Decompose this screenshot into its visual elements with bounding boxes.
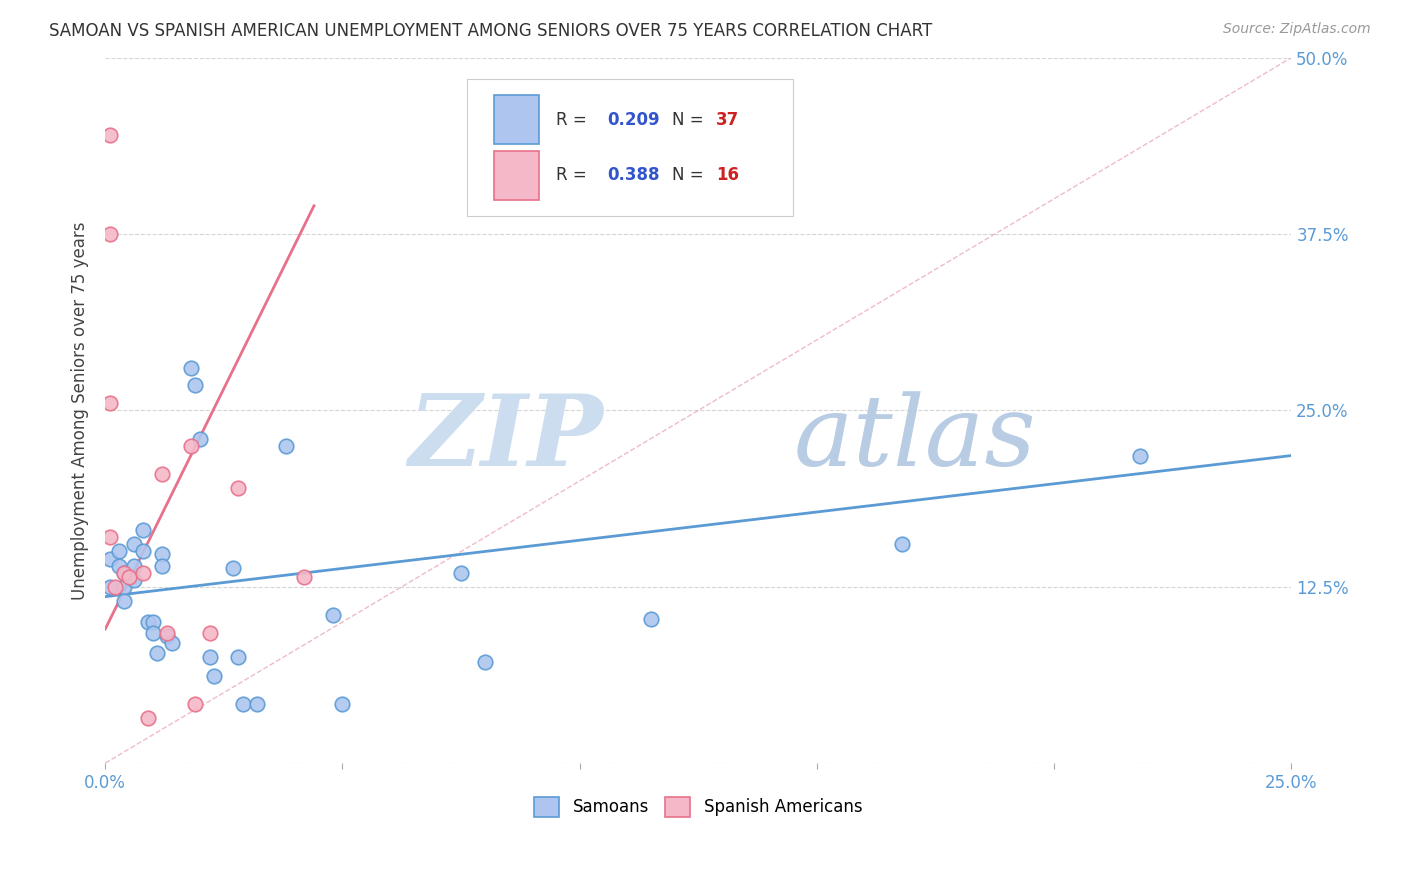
Point (112, 580, 135, 594)
Point (108, 558, 131, 573)
Point (112, 566, 135, 580)
Point (156, 626, 179, 640)
Point (450, 566, 472, 580)
Point (122, 573, 145, 587)
Point (180, 439, 202, 453)
Point (640, 612, 662, 626)
Point (156, 629, 179, 643)
Point (198, 650, 221, 665)
Text: R =: R = (555, 111, 592, 128)
FancyBboxPatch shape (495, 95, 540, 145)
Point (150, 547, 173, 561)
Point (98, 551, 121, 566)
Text: Source: ZipAtlas.com: Source: ZipAtlas.com (1223, 22, 1371, 37)
Point (1128, 449, 1150, 463)
Text: 16: 16 (716, 167, 740, 185)
Text: 0.388: 0.388 (607, 167, 659, 185)
Point (122, 558, 145, 573)
Point (891, 537, 914, 551)
Point (474, 655, 496, 669)
FancyBboxPatch shape (495, 151, 540, 200)
Point (132, 524, 155, 538)
Point (132, 544, 155, 558)
Point (98, 530, 121, 544)
Point (198, 626, 221, 640)
Point (188, 432, 211, 446)
Point (246, 697, 269, 711)
Point (98, 227, 121, 241)
Point (332, 697, 354, 711)
Point (122, 537, 145, 551)
Text: N =: N = (672, 167, 709, 185)
Point (142, 615, 165, 629)
Point (112, 566, 135, 580)
Point (132, 566, 155, 580)
Point (222, 561, 245, 575)
Point (322, 607, 344, 622)
Point (150, 558, 173, 573)
FancyBboxPatch shape (467, 78, 793, 217)
Point (274, 439, 297, 453)
Point (232, 697, 254, 711)
Point (294, 570, 316, 584)
Point (104, 580, 127, 594)
Point (136, 711, 159, 725)
Point (108, 544, 131, 558)
Text: N =: N = (672, 111, 709, 128)
Point (98, 580, 121, 594)
Text: 0.209: 0.209 (607, 111, 659, 128)
Point (180, 361, 202, 376)
Point (118, 570, 141, 584)
Point (226, 650, 249, 665)
Point (112, 594, 135, 608)
Y-axis label: Unemployment Among Seniors over 75 years: Unemployment Among Seniors over 75 years (72, 221, 89, 599)
Text: 37: 37 (716, 111, 740, 128)
Point (146, 646, 169, 660)
Legend: Samoans, Spanish Americans: Samoans, Spanish Americans (526, 789, 870, 825)
Point (202, 668, 225, 682)
Point (98, 128, 121, 143)
Point (184, 697, 207, 711)
Text: R =: R = (555, 167, 592, 185)
Text: SAMOAN VS SPANISH AMERICAN UNEMPLOYMENT AMONG SENIORS OVER 75 YEARS CORRELATION : SAMOAN VS SPANISH AMERICAN UNEMPLOYMENT … (49, 22, 932, 40)
Point (160, 636, 183, 650)
Point (184, 378, 207, 392)
Point (226, 481, 249, 495)
Point (142, 626, 165, 640)
Text: atlas: atlas (793, 391, 1036, 486)
Point (150, 467, 173, 481)
Text: ZIP: ZIP (408, 391, 603, 487)
Point (98, 396, 121, 410)
Point (136, 615, 159, 629)
